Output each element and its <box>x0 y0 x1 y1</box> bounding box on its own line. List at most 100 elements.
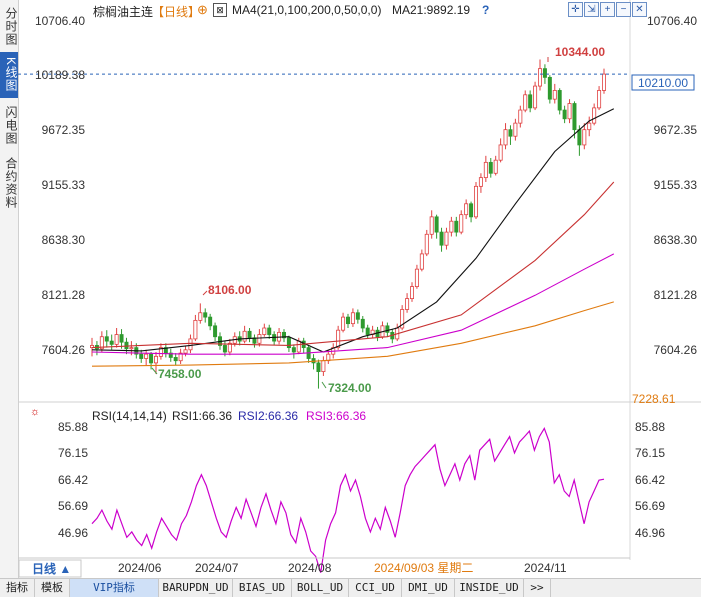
axis-tick-4: 8638.30 <box>654 233 698 247</box>
candle-body <box>208 316 213 327</box>
candle-body <box>168 352 173 358</box>
tab-contract-info[interactable]: 合约资料 <box>4 157 18 209</box>
bottom-price-label: 7228.61 <box>632 392 676 406</box>
candle-body <box>552 90 557 100</box>
candle-body <box>483 161 488 179</box>
candle-body <box>144 353 149 359</box>
period-button-bg <box>18 559 82 578</box>
rsi-right-tick-3: 56.69 <box>635 499 665 513</box>
candle-body <box>153 355 158 364</box>
period-label: 【日线】 <box>152 5 201 19</box>
tab-cci[interactable]: CCI_UD <box>349 579 402 597</box>
candle-body <box>104 336 109 342</box>
candle-body <box>291 347 296 353</box>
candle-body <box>242 330 247 342</box>
candle-body <box>203 312 208 318</box>
tab-more[interactable]: >> <box>524 579 551 597</box>
candle-body <box>281 331 286 339</box>
rsi-left-tick-3: 56.69 <box>58 499 88 513</box>
tab-boll[interactable]: BOLL_UD <box>292 579 349 597</box>
candle-body <box>459 214 464 233</box>
candle-body <box>178 352 183 362</box>
shrink-icon[interactable]: ⇲ <box>584 2 599 17</box>
tab-lightning[interactable]: 闪电图 <box>4 105 18 145</box>
candle-body <box>429 216 434 235</box>
rsi-left-tick-4: 46.96 <box>58 526 88 540</box>
settings-gear-icon[interactable]: ⊕ <box>197 2 208 17</box>
axis-tick-5: 8121.28 <box>654 288 698 302</box>
zoom-out-icon[interactable]: − <box>616 2 631 17</box>
candle-body <box>173 357 178 362</box>
annotation-high: 10344.00 <box>555 45 605 59</box>
candle-body <box>321 360 326 373</box>
rsi-left-tick-2: 66.42 <box>58 473 88 487</box>
tab-time-sharing[interactable]: 分时图 <box>4 6 18 46</box>
ma-line-ma21 <box>91 108 615 353</box>
sidebar: 分时图 K线图 闪电图 合约资料 <box>0 0 19 578</box>
candle-body <box>597 90 602 109</box>
x-label-1: 2024/07 <box>195 561 239 575</box>
candles-group <box>90 59 607 389</box>
ma-params: MA4(21,0,100,200,0,50,0,0) <box>232 3 382 17</box>
left-tick-0: 10706.40 <box>35 14 85 28</box>
tab-barupdn[interactable]: BARUPDN_UD <box>159 579 233 597</box>
help-icon[interactable]: ? <box>482 3 490 17</box>
x-label-0: 2024/06 <box>118 561 162 575</box>
candle-body <box>345 316 350 325</box>
close-icon[interactable]: ✕ <box>632 2 647 17</box>
rsi-right-tick-1: 76.15 <box>635 446 665 460</box>
candle-body <box>449 220 454 233</box>
rsi1-value: RSI1:66.36 <box>172 409 232 423</box>
tab-bias[interactable]: BIAS_UD <box>233 579 292 597</box>
tab-template[interactable]: 模板 <box>35 579 70 597</box>
rsi-left-tick-0: 85.88 <box>58 420 88 434</box>
annotation-low2-marker <box>321 381 327 389</box>
candle-body <box>124 341 129 350</box>
candle-body <box>592 107 597 124</box>
expand-icon[interactable]: ✛ <box>568 2 583 17</box>
candle-body <box>582 129 587 146</box>
annotation-low2: 7324.00 <box>328 381 372 395</box>
candle-body <box>518 109 523 124</box>
rsi-settings-icon[interactable]: ☼ <box>30 406 40 418</box>
candle-body <box>493 159 498 174</box>
candle-body <box>316 362 321 373</box>
candle-body <box>188 338 193 351</box>
candle-body <box>183 349 188 354</box>
candle-body <box>405 298 410 310</box>
candle-body <box>409 286 414 299</box>
zoom-in-icon[interactable]: + <box>600 2 615 17</box>
rsi2-value: RSI2:66.36 <box>238 409 298 423</box>
candle-body <box>577 129 582 146</box>
ma-line-ma_orange <box>91 301 614 367</box>
tab-indicator[interactable]: 指标 <box>0 579 35 597</box>
candle-body <box>454 220 459 233</box>
candle-body <box>262 327 267 335</box>
tab-kline[interactable]: K线图 <box>0 52 18 98</box>
tab-vip-indicator[interactable]: VIP指标 <box>70 579 159 597</box>
candle-body <box>498 144 503 161</box>
annotation-low1-marker <box>151 367 158 375</box>
ma-line-ma100 <box>91 181 615 349</box>
annotation-mid-high-marker <box>202 290 208 296</box>
candle-body <box>567 103 572 120</box>
tab-inside[interactable]: INSIDE_UD <box>455 579 524 597</box>
candle-body <box>227 342 232 353</box>
x-label-2: 2024/08 <box>288 561 332 575</box>
candle-body <box>109 340 114 345</box>
candle-body <box>90 345 95 349</box>
candle-body <box>508 129 513 137</box>
indicator-icon[interactable]: ⊠ <box>213 3 227 17</box>
candle-body <box>119 334 124 343</box>
candle-body <box>257 334 262 344</box>
candle-body <box>488 161 493 174</box>
candle-body <box>469 203 474 218</box>
candle-body <box>513 122 518 137</box>
axis-tick-2: 9672.35 <box>654 123 698 137</box>
annotation-low1: 7458.00 <box>158 367 202 381</box>
last-price-box <box>631 74 695 91</box>
candle-body <box>542 68 547 78</box>
period-button[interactable]: 日线 ▲ <box>32 561 71 576</box>
kline-chart[interactable]: 10706.40 9672.35 9155.33 8638.30 8121.28… <box>0 0 701 578</box>
tab-dmi[interactable]: DMI_UD <box>402 579 455 597</box>
